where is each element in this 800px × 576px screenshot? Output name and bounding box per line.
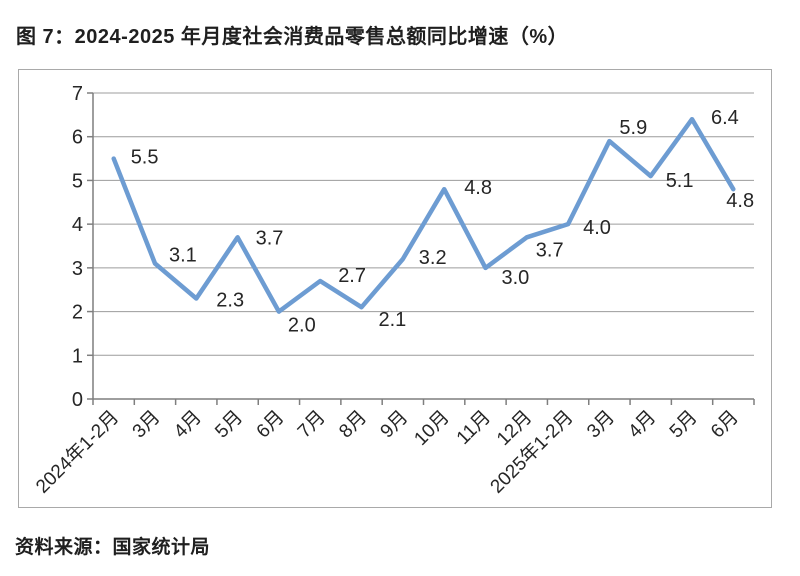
y-axis-label: 2 — [72, 302, 83, 324]
x-axis-label: 2024年1-2月 — [31, 406, 123, 498]
x-axis-label: 7月 — [294, 407, 330, 443]
x-axis-label: 5月 — [211, 407, 247, 443]
x-axis-label: 10月 — [410, 407, 453, 450]
data-label: 2.7 — [338, 265, 366, 287]
y-axis-label: 3 — [72, 258, 83, 280]
x-axis-label: 3月 — [583, 407, 619, 443]
data-label: 2.3 — [216, 290, 244, 312]
y-axis-label: 7 — [72, 83, 83, 105]
figure-title: 图 7：2024-2025 年月度社会消费品零售总额同比增速（%） — [16, 26, 569, 48]
data-label: 3.7 — [536, 239, 564, 261]
y-axis-label: 0 — [72, 389, 83, 411]
y-axis-label: 1 — [72, 345, 83, 367]
series-line — [111, 116, 736, 314]
data-label: 5.1 — [666, 170, 694, 192]
y-axis-label: 6 — [72, 127, 83, 149]
y-axis-label: 4 — [72, 214, 83, 236]
x-axis-label: 11月 — [453, 407, 495, 449]
data-label: 5.5 — [131, 147, 159, 169]
x-axis-label: 4月 — [170, 407, 206, 443]
x-axis-label: 6月 — [253, 407, 289, 443]
data-label: 4.0 — [583, 217, 611, 239]
data-label: 4.8 — [464, 177, 492, 199]
x-axis-label: 5月 — [666, 407, 702, 443]
data-label: 6.4 — [711, 107, 739, 129]
x-axis-label: 8月 — [335, 407, 371, 443]
data-label: 3.0 — [502, 267, 530, 289]
data-label: 4.8 — [726, 190, 754, 212]
data-label: 2.1 — [379, 309, 407, 331]
data-label: 2.0 — [288, 315, 316, 337]
x-axis-label: 6月 — [707, 407, 743, 443]
x-axis-label: 9月 — [377, 407, 413, 443]
data-label: 3.1 — [169, 245, 197, 267]
data-label: 3.2 — [419, 247, 447, 269]
y-axis-label: 5 — [72, 170, 83, 192]
data-label: 3.7 — [256, 227, 284, 249]
x-axis-label: 3月 — [129, 407, 165, 443]
source-note: 资料来源：国家统计局 — [15, 537, 211, 558]
chart-container: 0 1 2 3 4 5 6 7 2024年1-2月 3月 4月 5月 6月 7月 8月 9月 10月 11月 12月… — [18, 69, 772, 508]
data-label: 5.9 — [619, 117, 647, 139]
x-axis-label: 4月 — [624, 407, 660, 443]
